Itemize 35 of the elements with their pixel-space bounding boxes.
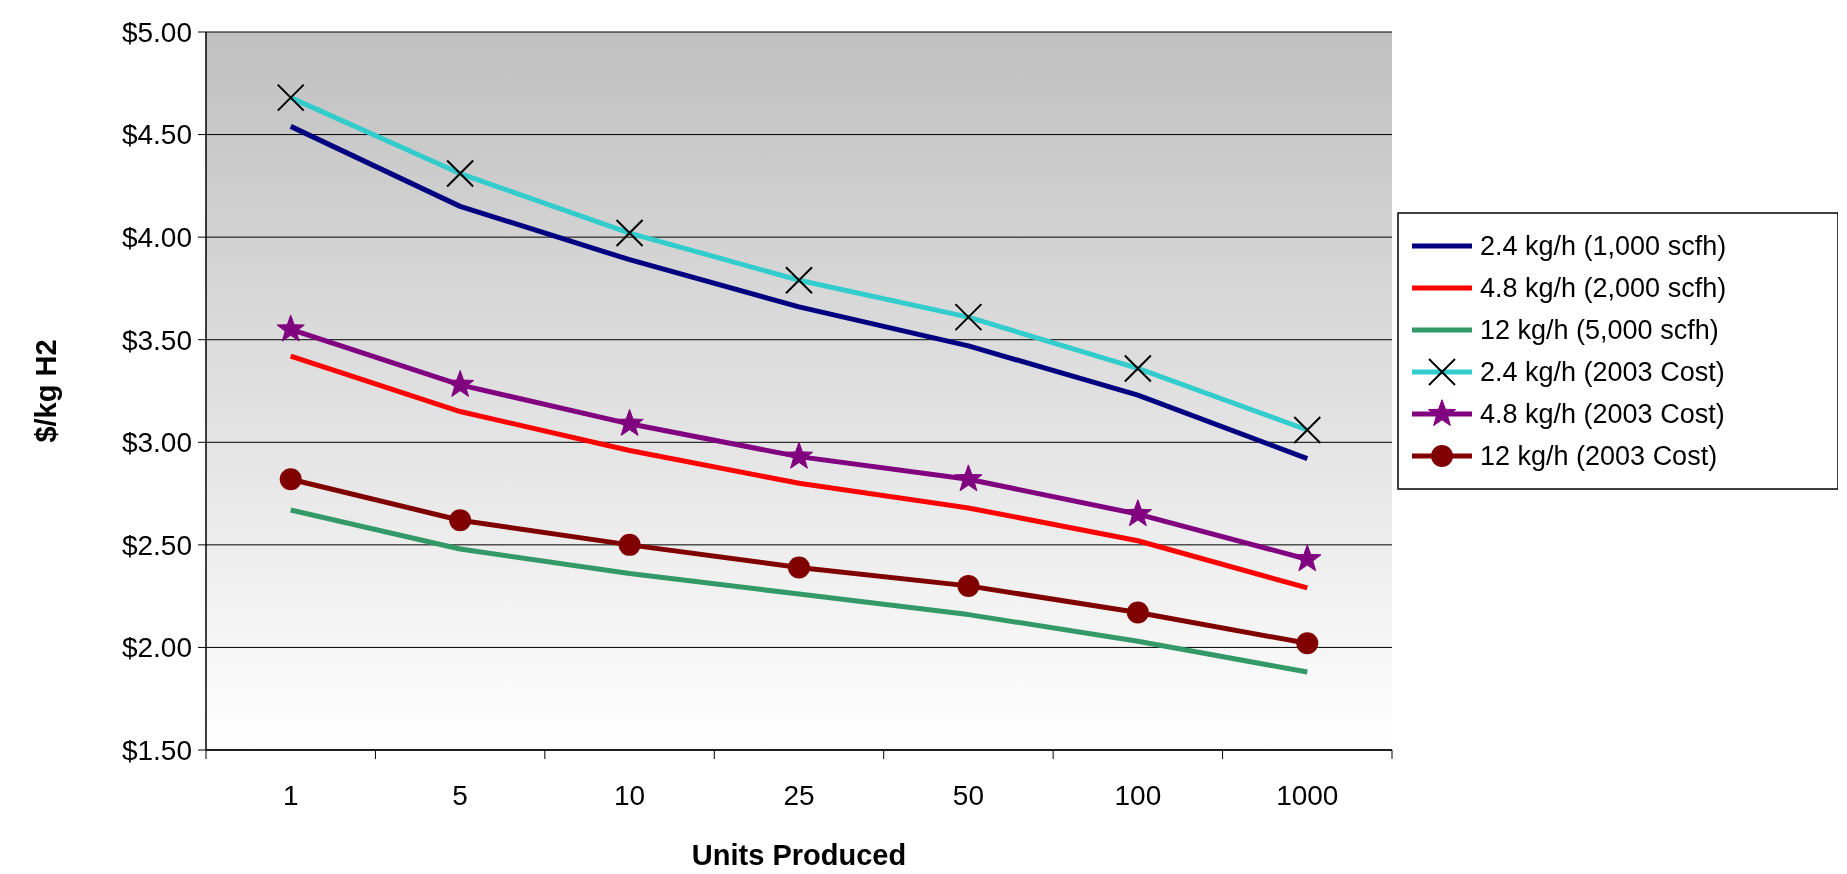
y-tick-label: $5.00 — [121, 16, 192, 48]
point — [615, 409, 644, 436]
point — [276, 314, 305, 342]
y-tick-label: $3.50 — [121, 324, 192, 356]
point — [1123, 499, 1152, 527]
x-tick-label: 1000 — [1276, 780, 1339, 811]
point — [279, 468, 302, 491]
legend-label: 2.4 kg/h (1,000 scfh) — [1480, 231, 1727, 262]
point — [1296, 632, 1319, 655]
legend-label: 12 kg/h (5,000 scfh) — [1480, 315, 1719, 346]
point — [784, 441, 814, 469]
legend-label: 2.4 kg/h (2003 Cost) — [1480, 357, 1725, 388]
x-tick-label: 10 — [613, 780, 646, 811]
point — [449, 509, 472, 532]
x-tick-label: 50 — [952, 780, 985, 811]
y-tick-label: $2.00 — [121, 632, 192, 664]
y-tick-label: $4.50 — [121, 119, 192, 151]
y-axis-title: $/kg H2 — [30, 339, 62, 443]
point — [1126, 601, 1149, 624]
legend-label: 4.8 kg/h (2,000 scfh) — [1480, 273, 1727, 304]
y-tick-label: $3.00 — [121, 427, 192, 459]
x-tick-label: 25 — [783, 780, 815, 811]
x-tick-label: 5 — [452, 780, 468, 811]
y-tick-label: $4.00 — [121, 221, 192, 253]
point — [618, 533, 641, 556]
y-tick-label: $2.50 — [121, 529, 192, 561]
legend-label: 4.8 kg/h (2003 Cost) — [1480, 399, 1725, 430]
x-tick-label: 1 — [282, 780, 299, 811]
x-axis-title: Units Produced — [691, 839, 907, 871]
point — [954, 464, 983, 492]
x-tick-label: 100 — [1114, 780, 1162, 811]
point — [788, 556, 810, 579]
y-tick-label: $1.50 — [121, 734, 192, 766]
legend-label: 12 kg/h (2003 Cost) — [1480, 441, 1718, 472]
point — [957, 574, 980, 597]
